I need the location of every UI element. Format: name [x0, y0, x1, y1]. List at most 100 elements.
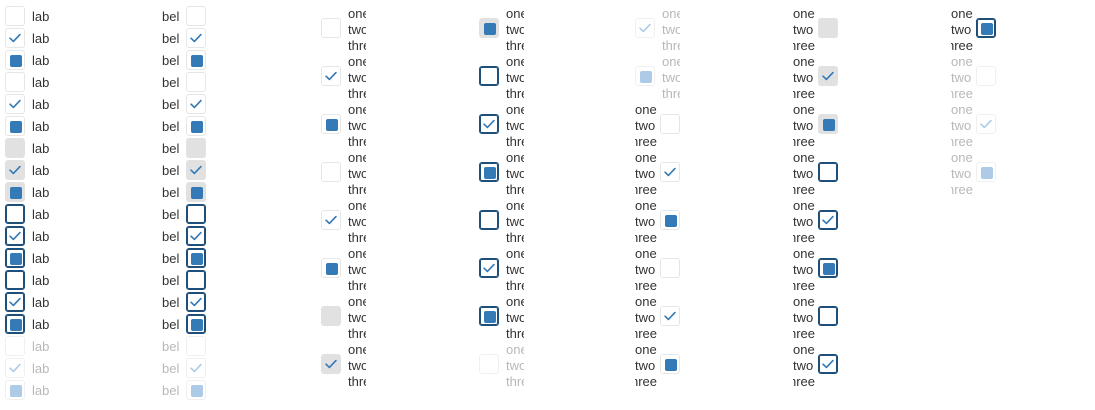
checkbox-checked-focus[interactable]	[5, 226, 25, 246]
multiline-label: onetwothree	[348, 246, 366, 294]
checkbox-checked-hover[interactable]	[5, 160, 25, 180]
checkbox-unchecked-focus[interactable]	[186, 270, 206, 290]
checkmark-icon	[9, 231, 21, 241]
checkbox-indeterminate-focus[interactable]	[479, 306, 499, 326]
label-line-two: two	[506, 262, 524, 277]
checkbox-checked-focus[interactable]	[479, 258, 499, 278]
multiline-label: onetwothree	[506, 150, 524, 198]
label-line-three: three	[635, 374, 657, 389]
checkbox-checked-hover[interactable]	[321, 354, 341, 374]
checkbox-unchecked-normal[interactable]	[660, 258, 680, 278]
label-line-three: three	[348, 38, 366, 53]
checkbox-unchecked-normal[interactable]	[660, 114, 680, 134]
label-line-three: three	[793, 134, 815, 149]
checkmark-icon	[639, 23, 651, 33]
checkbox-checked-normal[interactable]	[5, 94, 25, 114]
checkbox-indeterminate-focus[interactable]	[5, 248, 25, 268]
checkbox-unchecked-normal[interactable]	[186, 6, 206, 26]
checkbox-indeterminate-focus[interactable]	[976, 18, 996, 38]
checkmark-icon	[190, 363, 202, 373]
checkbox-checked-normal[interactable]	[186, 94, 206, 114]
checkbox-unchecked-normal[interactable]	[5, 72, 25, 92]
checkbox-indeterminate-normal[interactable]	[5, 50, 25, 70]
checkbox-indeterminate-normal[interactable]	[660, 354, 680, 374]
label-line-two: two	[506, 166, 524, 181]
checkbox-checked-normal[interactable]	[5, 28, 25, 48]
indeterminate-square-icon	[191, 55, 203, 67]
checkbox-unchecked-hover[interactable]	[5, 138, 25, 158]
checkbox-indeterminate-focus[interactable]	[186, 248, 206, 268]
checkbox-indeterminate-hover[interactable]	[5, 182, 25, 202]
checkbox-checked-hover[interactable]	[818, 66, 838, 86]
checkbox-checked-hover[interactable]	[186, 160, 206, 180]
checkbox-unchecked-normal[interactable]	[5, 6, 25, 26]
label-line-two: two	[635, 166, 656, 181]
checkbox-checked-focus[interactable]	[186, 292, 206, 312]
label-line-two: two	[793, 214, 814, 229]
checkbox-indeterminate-focus[interactable]	[5, 314, 25, 334]
checkbox-checked-focus[interactable]	[818, 354, 838, 374]
checkbox-unchecked-hover[interactable]	[186, 138, 206, 158]
checkbox-checked-normal[interactable]	[660, 306, 680, 326]
checkbox-indeterminate-focus[interactable]	[818, 258, 838, 278]
label-line-two: two	[348, 358, 366, 373]
checkbox-unchecked-hover[interactable]	[818, 18, 838, 38]
label-line-two: two	[348, 70, 366, 85]
checkbox-indeterminate-normal[interactable]	[186, 50, 206, 70]
checkbox-indeterminate-normal[interactable]	[321, 114, 341, 134]
checkbox-indeterminate-hover[interactable]	[818, 114, 838, 134]
indeterminate-square-icon	[10, 253, 22, 265]
checkbox-checked-focus[interactable]	[479, 114, 499, 134]
checkbox-checked-normal[interactable]	[660, 162, 680, 182]
checkbox-label: lab	[32, 9, 50, 24]
checkbox-unchecked-normal[interactable]	[321, 18, 341, 38]
checkmark-icon	[9, 99, 21, 109]
checkbox-indeterminate-focus[interactable]	[186, 314, 206, 334]
checkbox-unchecked-disabled	[5, 336, 25, 356]
checkbox-checked-focus[interactable]	[186, 226, 206, 246]
checkbox-unchecked-focus[interactable]	[5, 204, 25, 224]
label-line-one: one	[951, 54, 973, 69]
checkbox-indeterminate-normal[interactable]	[660, 210, 680, 230]
checkbox-indeterminate-normal[interactable]	[5, 116, 25, 136]
label-line-two: two	[506, 214, 524, 229]
checkbox-unchecked-disabled	[479, 354, 499, 374]
checkbox-indeterminate-focus[interactable]	[479, 162, 499, 182]
checkbox-checked-normal[interactable]	[321, 210, 341, 230]
checkbox-unchecked-normal[interactable]	[321, 162, 341, 182]
multiline-label: onetwothree	[506, 54, 524, 102]
checkbox-checked-normal[interactable]	[186, 28, 206, 48]
checkbox-unchecked-focus[interactable]	[5, 270, 25, 290]
indeterminate-square-icon	[10, 121, 22, 133]
checkbox-checked-focus[interactable]	[818, 210, 838, 230]
checkbox-unchecked-focus[interactable]	[186, 204, 206, 224]
label-line-three: three	[635, 230, 657, 245]
label-line-one: one	[506, 246, 524, 261]
label-line-three: three	[793, 278, 815, 293]
checkbox-indeterminate-hover[interactable]	[479, 18, 499, 38]
checkbox-unchecked-focus[interactable]	[479, 66, 499, 86]
label-line-two: two	[662, 22, 680, 37]
checkmark-icon	[664, 311, 676, 321]
checkbox-unchecked-focus[interactable]	[818, 162, 838, 182]
label-line-one: one	[348, 54, 366, 69]
checkbox-indeterminate-hover[interactable]	[186, 182, 206, 202]
label-line-one: one	[506, 6, 524, 21]
checkmark-icon	[483, 263, 495, 273]
checkmark-icon	[325, 71, 337, 81]
checkbox-checked-focus[interactable]	[5, 292, 25, 312]
checkbox-unchecked-hover[interactable]	[321, 306, 341, 326]
label-line-one: one	[951, 102, 973, 117]
label-line-two: two	[348, 310, 366, 325]
multiline-label: onetwothree	[348, 102, 366, 150]
checkbox-checked-normal[interactable]	[321, 66, 341, 86]
label-line-three: three	[793, 374, 815, 389]
checkbox-unchecked-normal[interactable]	[186, 72, 206, 92]
indeterminate-square-icon	[10, 385, 22, 397]
label-line-one: one	[793, 198, 815, 213]
checkbox-unchecked-focus[interactable]	[479, 210, 499, 230]
checkbox-indeterminate-normal[interactable]	[321, 258, 341, 278]
checkbox-unchecked-focus[interactable]	[818, 306, 838, 326]
checkbox-label: lab	[32, 229, 50, 244]
checkbox-indeterminate-normal[interactable]	[186, 116, 206, 136]
